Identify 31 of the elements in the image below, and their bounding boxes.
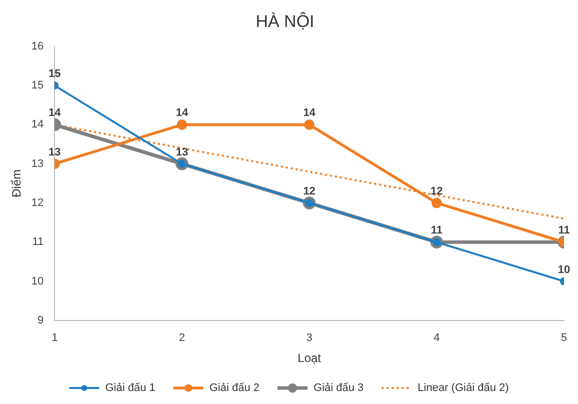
- y-tick-label: 13: [31, 158, 44, 170]
- y-tick-label: 12: [31, 197, 44, 210]
- y-tick-label: 14: [31, 118, 44, 131]
- data-label: 12: [303, 186, 316, 198]
- x-tick-label: 2: [178, 332, 186, 344]
- data-label: 13: [176, 146, 188, 158]
- y-tick-label: 10: [31, 275, 44, 288]
- x-tick-label: 1: [52, 332, 58, 344]
- x-axis-title: Loạt: [298, 351, 322, 366]
- x-tick-label: 3: [306, 332, 312, 344]
- legend-label: Linear (Giải đấu 2): [418, 382, 509, 394]
- data-label: 12: [430, 186, 443, 198]
- y-axis-title: Điểm: [10, 169, 24, 198]
- data-label: 14: [48, 107, 62, 120]
- x-tick-label: 4: [434, 332, 440, 344]
- data-label: 11: [558, 224, 570, 237]
- legend-label: Giải đấu 1: [105, 382, 156, 394]
- x-tick-label: 5: [560, 332, 568, 344]
- data-label: 14: [303, 107, 316, 120]
- data-label: 11: [430, 224, 442, 237]
- legend-label: Giải đấu 2: [209, 382, 260, 394]
- data-label: 13: [48, 146, 61, 158]
- y-tick-label: 15: [31, 80, 44, 92]
- legend-label: Giải đấu 3: [314, 382, 364, 394]
- data-label: 14: [176, 107, 189, 120]
- y-tick-label: 9: [38, 314, 44, 326]
- data-label: 15: [48, 68, 61, 80]
- data-label: 10: [558, 264, 570, 276]
- chart-title: HÀ NỘI: [256, 12, 314, 31]
- y-tick-label: 16: [31, 40, 44, 52]
- y-tick-label: 11: [32, 236, 44, 248]
